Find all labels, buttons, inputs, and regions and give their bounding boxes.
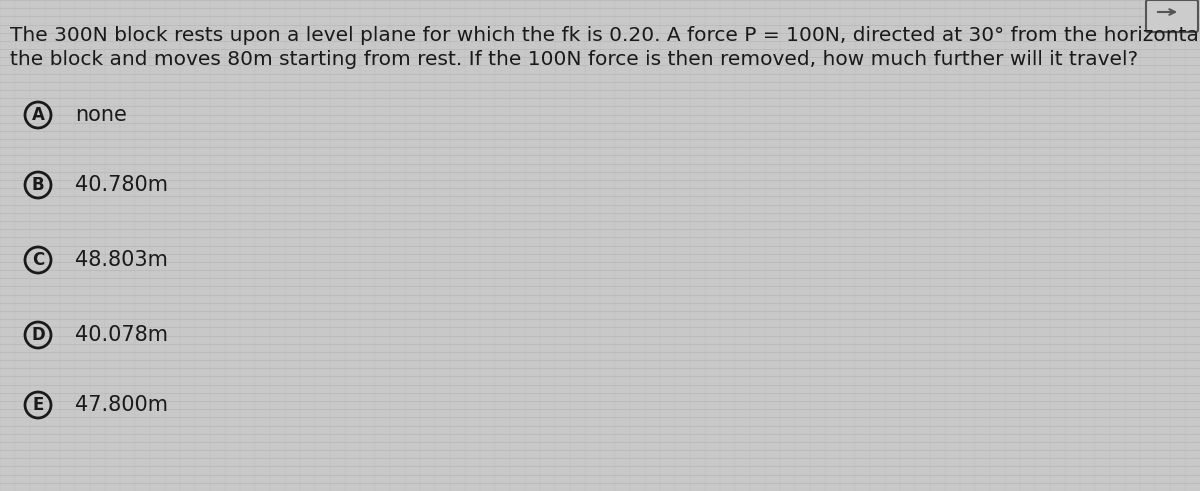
Text: B: B xyxy=(31,176,44,194)
Text: the block and moves 80m starting from rest. If the 100N force is then removed, h: the block and moves 80m starting from re… xyxy=(10,50,1138,69)
Text: 40.780m: 40.780m xyxy=(74,175,168,195)
Text: E: E xyxy=(32,396,43,414)
Text: D: D xyxy=(31,326,44,344)
Text: C: C xyxy=(32,251,44,269)
Text: 48.803m: 48.803m xyxy=(74,250,168,270)
Text: none: none xyxy=(74,105,127,125)
Text: 40.078m: 40.078m xyxy=(74,325,168,345)
Text: The 300N block rests upon a level plane for which the fk is 0.20. A force P = 10: The 300N block rests upon a level plane … xyxy=(10,26,1200,45)
Text: 47.800m: 47.800m xyxy=(74,395,168,415)
Text: A: A xyxy=(31,106,44,124)
FancyBboxPatch shape xyxy=(1146,0,1198,32)
